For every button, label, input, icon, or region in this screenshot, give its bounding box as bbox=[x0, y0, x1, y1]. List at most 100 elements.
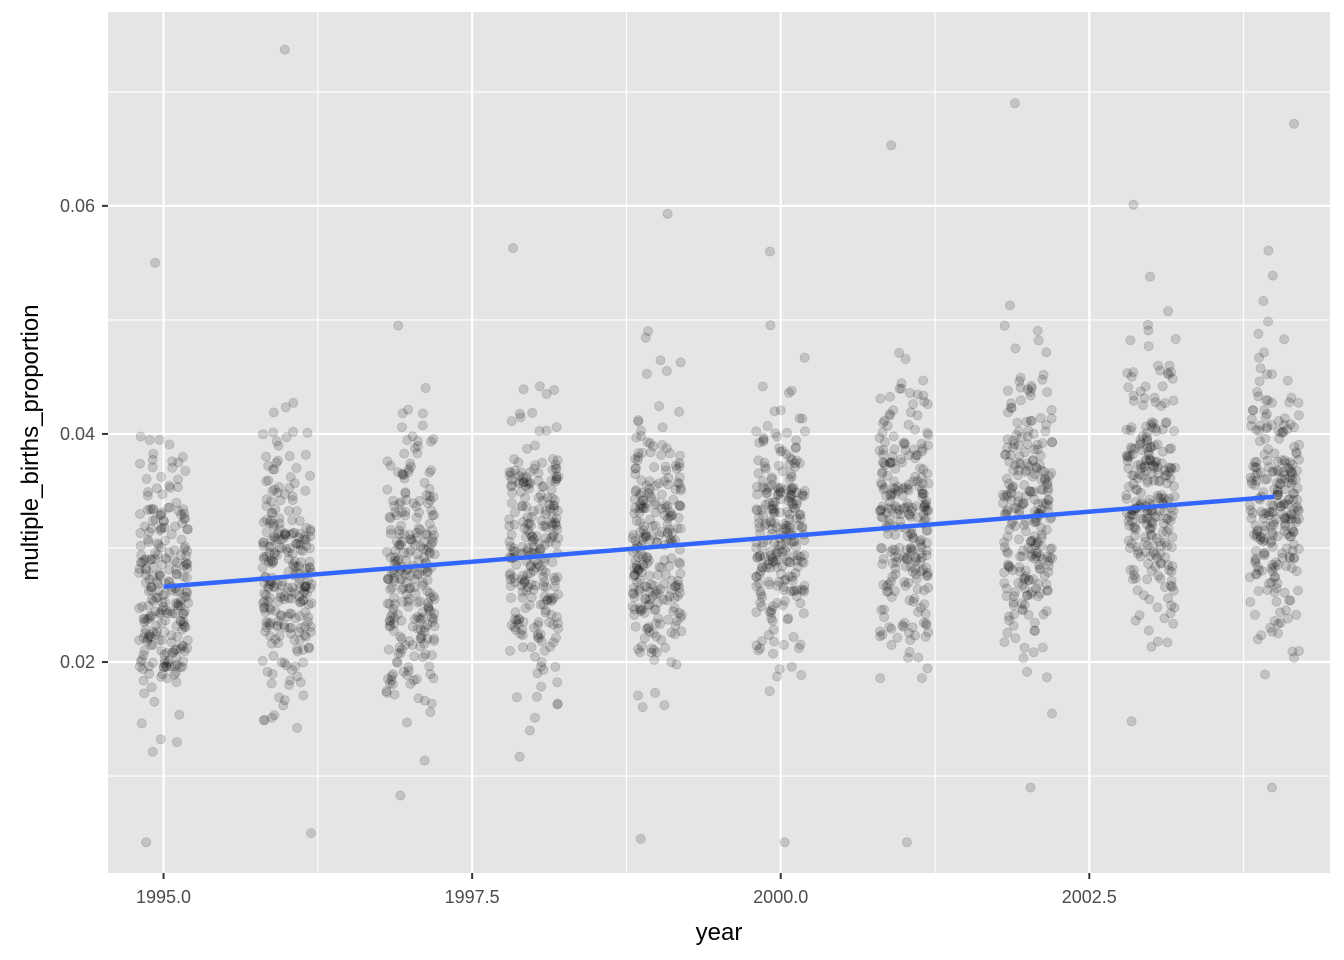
data-point bbox=[279, 489, 290, 500]
data-point bbox=[385, 611, 396, 622]
data-point bbox=[149, 696, 160, 707]
data-point bbox=[400, 510, 411, 521]
data-point bbox=[1267, 270, 1278, 281]
data-point bbox=[630, 555, 641, 566]
data-point bbox=[550, 463, 561, 474]
data-point bbox=[134, 563, 145, 574]
data-point bbox=[788, 482, 799, 493]
data-point bbox=[877, 629, 888, 640]
data-point bbox=[1003, 611, 1014, 622]
data-point bbox=[783, 387, 794, 398]
data-point bbox=[778, 581, 789, 592]
data-point bbox=[516, 486, 527, 497]
data-point bbox=[384, 616, 395, 627]
data-point bbox=[505, 581, 516, 592]
data-point bbox=[171, 497, 182, 508]
data-point bbox=[517, 624, 528, 635]
data-point bbox=[674, 450, 685, 461]
data-point bbox=[1123, 535, 1134, 546]
data-point bbox=[1293, 585, 1304, 596]
data-point bbox=[775, 487, 786, 498]
data-point bbox=[428, 613, 439, 624]
data-point bbox=[286, 586, 297, 597]
data-point bbox=[423, 542, 434, 553]
data-point bbox=[545, 641, 556, 652]
data-point bbox=[171, 621, 182, 632]
data-point bbox=[142, 490, 153, 501]
data-point bbox=[777, 546, 788, 557]
data-point bbox=[291, 561, 302, 572]
data-point bbox=[790, 458, 801, 469]
data-point bbox=[1015, 395, 1026, 406]
data-point bbox=[662, 501, 673, 512]
data-point bbox=[421, 585, 432, 596]
data-point bbox=[141, 473, 152, 484]
data-point bbox=[397, 408, 408, 419]
data-point bbox=[552, 699, 563, 710]
data-point bbox=[263, 581, 274, 592]
data-point bbox=[423, 602, 434, 613]
data-point bbox=[270, 504, 281, 515]
data-point bbox=[635, 499, 646, 510]
data-point bbox=[1035, 412, 1046, 423]
data-point bbox=[541, 388, 552, 399]
data-point bbox=[751, 571, 762, 582]
data-point bbox=[753, 455, 764, 466]
data-point bbox=[279, 594, 290, 605]
data-point bbox=[633, 565, 644, 576]
data-point bbox=[384, 621, 395, 632]
data-point bbox=[919, 396, 930, 407]
data-point bbox=[644, 600, 655, 611]
data-point bbox=[401, 589, 412, 600]
data-point bbox=[172, 659, 183, 670]
data-point bbox=[548, 529, 559, 540]
data-point bbox=[1261, 408, 1272, 419]
data-point bbox=[1289, 652, 1300, 663]
data-point bbox=[136, 718, 147, 729]
data-point bbox=[513, 619, 524, 630]
data-point bbox=[675, 612, 686, 623]
data-point bbox=[550, 575, 561, 586]
data-point bbox=[641, 368, 652, 379]
data-point bbox=[290, 613, 301, 624]
data-point bbox=[884, 622, 895, 633]
data-point bbox=[544, 617, 555, 628]
data-point bbox=[1129, 521, 1140, 532]
data-point bbox=[508, 572, 519, 583]
data-point bbox=[551, 612, 562, 623]
data-point bbox=[522, 476, 533, 487]
data-point bbox=[428, 591, 439, 602]
data-point bbox=[1293, 410, 1304, 421]
x-tick-label: 2002.5 bbox=[1062, 887, 1117, 907]
data-point bbox=[264, 602, 275, 613]
data-point bbox=[1286, 467, 1297, 478]
data-point bbox=[510, 577, 521, 588]
data-point bbox=[772, 598, 783, 609]
data-point bbox=[1272, 477, 1283, 488]
data-point bbox=[263, 460, 274, 471]
data-point bbox=[797, 490, 808, 501]
data-point bbox=[1285, 457, 1296, 468]
data-point bbox=[1258, 548, 1269, 559]
data-point bbox=[162, 657, 173, 668]
data-point bbox=[289, 556, 300, 567]
data-point bbox=[402, 596, 413, 607]
data-point bbox=[1025, 486, 1036, 497]
data-point bbox=[151, 576, 162, 587]
data-point bbox=[636, 487, 647, 498]
data-point bbox=[152, 538, 163, 549]
data-point bbox=[269, 532, 280, 543]
data-point bbox=[999, 537, 1010, 548]
data-point bbox=[414, 596, 425, 607]
data-point bbox=[135, 528, 146, 539]
data-point bbox=[539, 591, 550, 602]
data-point bbox=[140, 554, 151, 565]
data-point bbox=[181, 592, 192, 603]
data-point bbox=[269, 581, 280, 592]
data-point bbox=[1250, 520, 1261, 531]
data-point bbox=[659, 700, 670, 711]
data-point bbox=[782, 506, 793, 517]
data-point bbox=[799, 550, 810, 561]
data-point bbox=[654, 401, 665, 412]
data-point bbox=[669, 629, 680, 640]
